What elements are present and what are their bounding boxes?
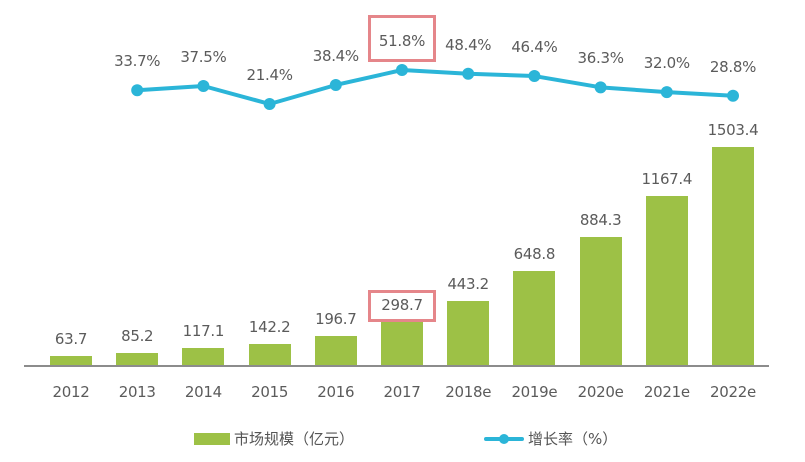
x-tick-label: 2020e [577,383,624,401]
bar-2022e [712,147,754,365]
bar-value-label: 443.2 [447,274,489,293]
rate-value-label: 46.4% [511,38,558,57]
bar-value-label: 1167.4 [641,169,693,188]
x-tick-label: 2017 [383,383,421,401]
highlight-box [368,289,436,322]
bar-2018e [447,300,490,365]
line-point-marker [528,70,541,83]
bar-value-label: 196.7 [315,310,357,329]
bar-2017 [381,321,423,365]
bar-value-label: 648.8 [513,244,556,263]
legend-label-market-size: 市场规模（亿元） [234,430,355,448]
bar-value-label: 142.2 [248,318,291,337]
bar-value-label: 85.2 [121,326,154,345]
bar-swatch-icon [194,432,230,445]
bar-2015 [248,344,291,365]
bar-2013 [116,352,159,365]
x-tick-label: 2013 [118,383,156,401]
line-marker-icon [484,433,524,444]
line-point-marker [660,86,673,99]
bar-2016 [314,336,357,365]
x-tick-label: 2021e [643,383,690,401]
x-tick-label: 2014 [184,383,222,401]
legend-label-growth-rate: 增长率（%） [528,430,618,448]
line-point-marker [396,64,408,76]
bar-2019e [513,270,556,365]
x-tick-label: 2022e [710,383,756,401]
bar-value-label: 117.1 [182,322,225,341]
highlight-box [368,15,436,62]
x-tick-label: 2016 [317,383,355,401]
rate-value-label: 28.8% [709,57,757,76]
line-point-marker [131,84,144,97]
x-tick-label: 2012 [52,383,90,401]
rate-value-label: 51.8% [378,32,426,50]
line-point-marker [197,79,210,92]
bar-value-label: 884.3 [579,210,622,229]
rate-value-label: 33.7% [114,52,161,71]
x-tick-label: 2019e [511,383,558,401]
rate-value-label: 36.3% [577,49,624,68]
line-point-marker [329,78,342,91]
legend-item-market-size: 市场规模（亿元） [194,428,354,449]
bar-2014 [182,348,225,365]
bar-2012 [50,355,92,365]
rate-value-label: 37.5% [180,47,227,66]
x-axis [24,365,769,367]
line-point-marker [727,89,739,102]
rate-value-label: 38.4% [312,46,359,65]
rate-value-label: 21.4% [246,66,293,84]
x-tick-label: 2015 [251,383,289,401]
rate-value-label: 48.4% [445,35,492,54]
bar-2020e [579,236,622,365]
x-tick-label: 2018e [445,383,492,401]
bar-2021e [645,195,688,365]
line-point-marker [462,67,475,80]
bar-value-label: 63.7 [54,329,88,348]
legend-item-growth-rate: 增长率（%） [484,428,617,449]
bar-value-label: 1503.4 [707,121,759,139]
line-point-marker [263,98,276,110]
rate-value-label: 32.0% [643,54,690,73]
bar-value-label: 298.7 [381,295,423,314]
line-point-marker [594,81,607,94]
